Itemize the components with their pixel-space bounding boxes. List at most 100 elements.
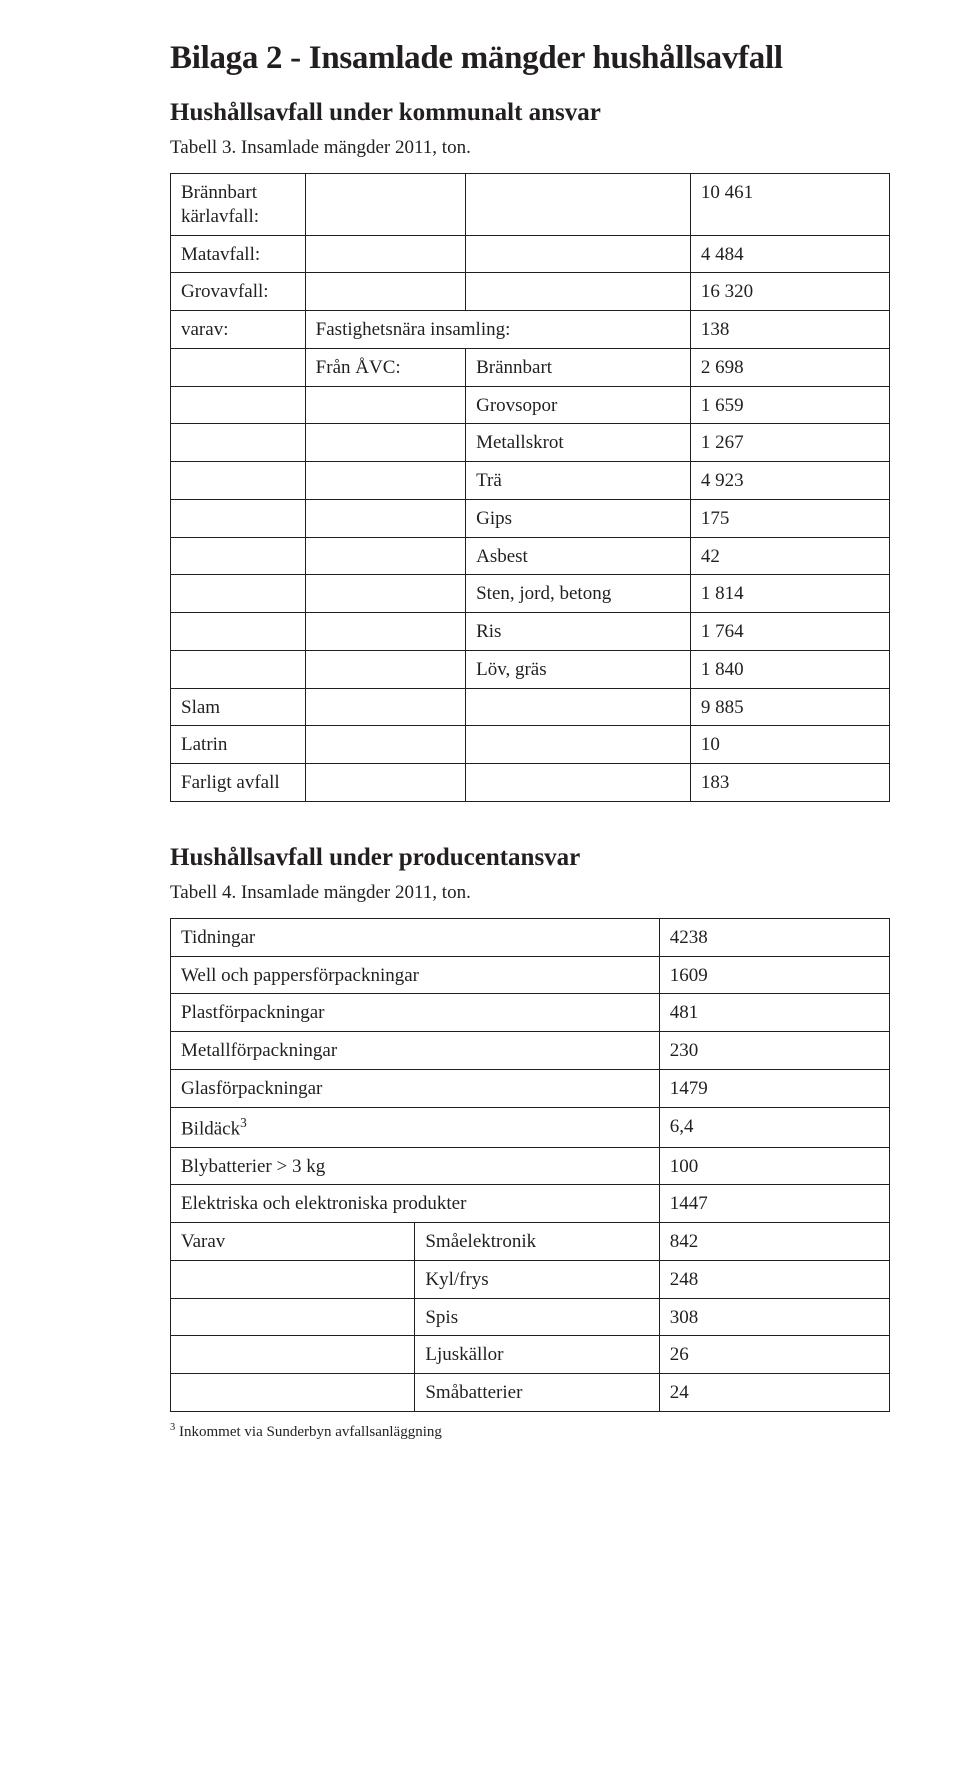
- table-cell: 842: [659, 1223, 889, 1261]
- table-row: Ris1 764: [171, 613, 890, 651]
- section2-heading: Hushållsavfall under producentansvar: [170, 844, 890, 872]
- table-cell: Småelektronik: [415, 1223, 659, 1261]
- table-row: Tidningar4238: [171, 918, 890, 956]
- table-row: Grovsopor1 659: [171, 386, 890, 424]
- table-row: Kyl/frys248: [171, 1260, 890, 1298]
- table-cell: [466, 174, 691, 236]
- table-cell: 42: [690, 537, 889, 575]
- table-cell: 1479: [659, 1069, 889, 1107]
- table-cell: 183: [690, 764, 889, 802]
- table-cell: [466, 688, 691, 726]
- table-cell: Glasförpackningar: [171, 1069, 660, 1107]
- table-row: Plastförpackningar481: [171, 994, 890, 1032]
- table-row: Från ÅVC:Brännbart2 698: [171, 348, 890, 386]
- table-cell: Plastförpackningar: [171, 994, 660, 1032]
- table-row: Slam9 885: [171, 688, 890, 726]
- table-cell: [171, 613, 306, 651]
- table-row: Sten, jord, betong1 814: [171, 575, 890, 613]
- table-cell: [305, 424, 465, 462]
- table-cell: 1447: [659, 1185, 889, 1223]
- table-cell: 230: [659, 1032, 889, 1070]
- page-title: Bilaga 2 - Insamlade mängder hushållsavf…: [170, 40, 890, 77]
- table-cell: 4 484: [690, 235, 889, 273]
- table-cell: Gips: [466, 499, 691, 537]
- table-cell: [305, 174, 465, 236]
- table-cell: 16 320: [690, 273, 889, 311]
- table-cell: Tidningar: [171, 918, 660, 956]
- section1-heading: Hushållsavfall under kommunalt ansvar: [170, 99, 890, 127]
- table-cell: 10: [690, 726, 889, 764]
- table-cell: [171, 1336, 415, 1374]
- table-cell: 248: [659, 1260, 889, 1298]
- table-row: Spis308: [171, 1298, 890, 1336]
- table-cell: [466, 235, 691, 273]
- table-cell: Farligt avfall: [171, 764, 306, 802]
- table-cell: [171, 462, 306, 500]
- table-cell: [171, 1260, 415, 1298]
- table-row: Grovavfall:16 320: [171, 273, 890, 311]
- table-cell: [171, 575, 306, 613]
- page: Bilaga 2 - Insamlade mängder hushållsavf…: [0, 0, 960, 1496]
- table-cell: Trä: [466, 462, 691, 500]
- table-row: Bildäck36,4: [171, 1107, 890, 1147]
- table-cell: 1609: [659, 956, 889, 994]
- table-cell: Varav: [171, 1223, 415, 1261]
- table-cell: Brännbart kärlavfall:: [171, 174, 306, 236]
- table-row: Farligt avfall 183: [171, 764, 890, 802]
- table-row: Metallförpackningar230: [171, 1032, 890, 1070]
- table-row: Elektriska och elektroniska produkter144…: [171, 1185, 890, 1223]
- table-row: Latrin10: [171, 726, 890, 764]
- table-cell: Bildäck3: [171, 1107, 660, 1147]
- table-row: Glasförpackningar1479: [171, 1069, 890, 1107]
- table-cell: Elektriska och elektroniska produkter: [171, 1185, 660, 1223]
- footnote-marker: 3: [240, 1115, 247, 1130]
- table-cell: [305, 575, 465, 613]
- table-cell: 138: [690, 311, 889, 349]
- table-cell: Metallskrot: [466, 424, 691, 462]
- table-row: varav:Fastighetsnära insamling:138: [171, 311, 890, 349]
- table-cell: [305, 386, 465, 424]
- table-cell: Matavfall:: [171, 235, 306, 273]
- table-cell: [466, 764, 691, 802]
- table-cell: 2 698: [690, 348, 889, 386]
- table-cell: 26: [659, 1336, 889, 1374]
- table-cell: Asbest: [466, 537, 691, 575]
- table-cell: [171, 386, 306, 424]
- table-cell: 1 267: [690, 424, 889, 462]
- table-2: Tidningar4238Well och pappersförpackning…: [170, 918, 890, 1412]
- table-cell: [305, 273, 465, 311]
- table-row: Matavfall: 4 484: [171, 235, 890, 273]
- table-cell: 308: [659, 1298, 889, 1336]
- table-cell: [171, 650, 306, 688]
- table-cell: Småbatterier: [415, 1374, 659, 1412]
- table-cell: 6,4: [659, 1107, 889, 1147]
- table-cell: 10 461: [690, 174, 889, 236]
- table-cell: Fastighetsnära insamling:: [305, 311, 690, 349]
- table-row: Blybatterier > 3 kg100: [171, 1147, 890, 1185]
- table-cell: Metallförpackningar: [171, 1032, 660, 1070]
- table-cell: [305, 537, 465, 575]
- table-cell: Kyl/frys: [415, 1260, 659, 1298]
- table-cell: Well och pappersförpackningar: [171, 956, 660, 994]
- table-cell: [466, 726, 691, 764]
- table-row: Löv, gräs1 840: [171, 650, 890, 688]
- table-row: Småbatterier24: [171, 1374, 890, 1412]
- table-1: Brännbart kärlavfall: 10 461 Matavfall: 4 4…: [170, 173, 890, 802]
- table-cell: [171, 1374, 415, 1412]
- table-cell: [171, 424, 306, 462]
- table-cell: Ris: [466, 613, 691, 651]
- table-cell: 1 764: [690, 613, 889, 651]
- table-cell: 481: [659, 994, 889, 1032]
- section1-caption: Tabell 3. Insamlade mängder 2011, ton.: [170, 137, 890, 159]
- footnote: 3 Inkommet via Sunderbyn avfallsanläggni…: [170, 1422, 890, 1441]
- table-row: VaravSmåelektronik842: [171, 1223, 890, 1261]
- table-row: Gips175: [171, 499, 890, 537]
- table-cell: [171, 1298, 415, 1336]
- table-cell: [171, 537, 306, 575]
- table-cell: 1 840: [690, 650, 889, 688]
- table-cell: [305, 650, 465, 688]
- table-cell: [305, 499, 465, 537]
- table-cell: [171, 348, 306, 386]
- table-cell: 9 885: [690, 688, 889, 726]
- table-cell: Ljuskällor: [415, 1336, 659, 1374]
